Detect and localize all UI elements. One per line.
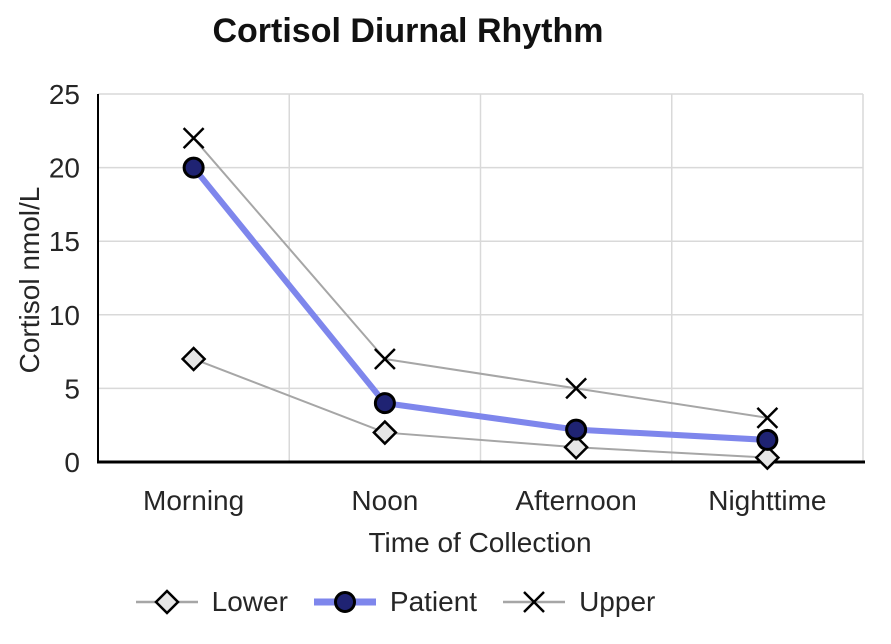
legend-item-upper: Upper <box>503 584 655 620</box>
marker-x <box>523 591 545 613</box>
marker-circle <box>182 156 205 179</box>
legend-item-lower: Lower <box>135 584 288 620</box>
marker-x <box>565 377 588 400</box>
marker-diamond <box>153 589 180 615</box>
marker-circle <box>333 591 356 613</box>
legend-label-patient: Patient <box>389 586 478 617</box>
series-line-lower <box>193 358 768 459</box>
legend-x-icon <box>503 591 566 613</box>
y-tick-label: 5 <box>64 373 80 404</box>
legend-label-lower: Lower <box>211 586 288 617</box>
marker-circle <box>756 428 779 451</box>
legend-diamond-icon <box>135 589 198 615</box>
legend-item-patient: Patient <box>313 584 478 620</box>
legend-label-upper: Upper <box>579 586 656 617</box>
marker-x <box>373 348 396 370</box>
x-tick-label: Morning <box>143 485 244 516</box>
legend: Lower Patient Upper <box>0 584 841 620</box>
y-tick-label: 0 <box>64 447 80 478</box>
marker-x <box>182 127 205 150</box>
marker-x <box>756 406 779 429</box>
x-tick-label: Nighttime <box>708 485 826 516</box>
x-tick-label: Afternoon <box>515 485 636 516</box>
x-tick-label: Noon <box>351 485 418 516</box>
marker-circle <box>565 418 588 441</box>
marker-diamond <box>754 444 781 471</box>
x-axis-title: Time of Collection <box>368 527 592 558</box>
marker-diamond <box>180 346 207 372</box>
marker-diamond <box>372 419 398 446</box>
y-tick-label: 15 <box>49 226 80 257</box>
series-line-patient <box>191 165 768 443</box>
marker-circle <box>373 392 396 415</box>
legend-circle-icon <box>313 591 376 613</box>
chart-title: Cortisol Diurnal Rhythm <box>212 12 604 50</box>
y-tick-label: 10 <box>49 300 80 331</box>
y-tick-label: 20 <box>49 153 80 184</box>
marker-diamond <box>563 434 589 461</box>
series-line-upper <box>192 137 768 419</box>
y-tick-label: 25 <box>49 79 80 110</box>
